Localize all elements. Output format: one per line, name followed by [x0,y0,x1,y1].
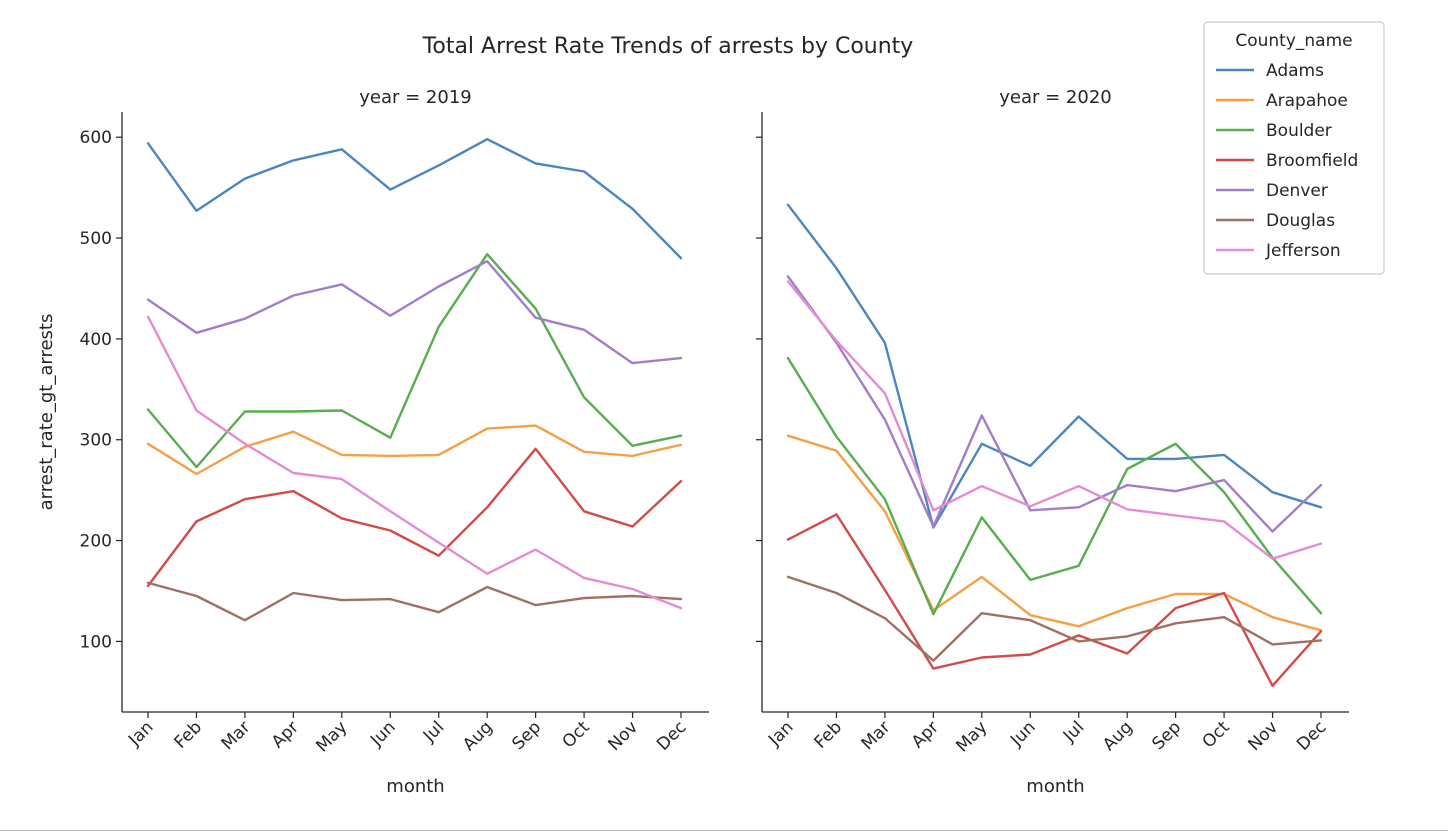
series-line-adams [786,203,1323,529]
chart-panels: year = 2019 100 200 300 400 500 600 Jan Feb Mar Ap… [36,87,1349,797]
series-line-douglas [146,581,683,622]
x-tick-label-feb: Feb [171,717,206,752]
panel-title: year = 2019 [359,87,472,108]
x-tick-label-dec: Dec [653,717,690,754]
y-tick-label: 200 [80,532,112,552]
legend-frame [1203,21,1385,275]
legend-label: Jefferson [1265,241,1341,261]
y-tick-label: 600 [80,128,112,148]
figure-bottom-border [0,830,1448,831]
x-tick-label-may: May [312,717,351,756]
series-line-denver [786,275,1323,533]
x-tick-label-dec: Dec [1293,717,1330,754]
legend-label: Arapahoe [1266,91,1348,111]
x-tick-label-oct: Oct [1199,717,1234,752]
series-line-broomfield [146,447,683,588]
panel-title: year = 2020 [999,87,1112,108]
legend-entry-jefferson: Jefferson [1216,241,1341,261]
legend: County_name Adams Arapahoe Boulder Broomfiel… [1203,21,1385,275]
x-tick-label-aug: Aug [459,717,497,755]
x-tick-label-mar: Mar [858,717,895,754]
x-axis-label: month [1026,776,1084,797]
y-tick-label: 100 [80,632,112,652]
series-line-douglas [786,575,1323,662]
x-axis-label: month [386,776,444,797]
x-tick-label-apr: Apr [268,717,303,752]
x-tick-label-mar: Mar [218,717,255,754]
x-tick-label-jun: Jun [366,717,400,751]
series-line-arapahoe [786,434,1323,632]
legend-entry-boulder: Boulder [1216,121,1332,141]
legend-entry-arapahoe: Arapahoe [1216,91,1348,111]
legend-entry-denver: Denver [1216,181,1328,201]
x-tick-label-apr: Apr [908,717,943,752]
figure-title: Total Arrest Rate Trends of arrests by C… [422,34,914,59]
x-tick-label-jul: Jul [1059,717,1088,746]
series-line-jefferson [146,315,683,610]
x-tick-label-jan: Jan [764,717,797,750]
legend-title: County_name [1235,31,1352,51]
series-line-adams [146,137,683,260]
series-line-boulder [146,252,683,469]
series-line-jefferson [786,280,1323,560]
legend-label: Denver [1266,181,1328,201]
legend-label: Broomfield [1266,151,1358,171]
x-tick-label-may: May [952,717,991,756]
series-line-arapahoe [146,424,683,476]
legend-label: Adams [1266,61,1324,81]
x-tick-label-jun: Jun [1006,717,1040,751]
y-tick-label: 300 [80,431,112,451]
x-tick-label-nov: Nov [1244,717,1282,755]
legend-entry-douglas: Douglas [1216,211,1335,231]
x-tick-label-aug: Aug [1099,717,1137,755]
x-tick-label-sep: Sep [1148,717,1185,754]
x-tick-label-nov: Nov [604,717,642,755]
y-tick-label: 500 [80,229,112,249]
legend-entry-broomfield: Broomfield [1216,151,1358,171]
legend-label: Douglas [1266,211,1335,231]
x-tick-label-feb: Feb [811,717,846,752]
legend-entry-adams: Adams [1216,61,1324,81]
y-tick-label: 400 [80,330,112,350]
x-tick-label-jan: Jan [124,717,157,750]
x-tick-label-jul: Jul [419,717,448,746]
panel-1: year = 2019 100 200 300 400 500 600 Jan Feb Mar Ap… [36,87,709,797]
x-tick-label-sep: Sep [508,717,545,754]
y-axis-label: arrest_rate_gt_arrests [36,314,57,511]
x-tick-label-oct: Oct [559,717,594,752]
series-line-broomfield [786,513,1323,687]
series-line-denver [146,260,683,365]
series-line-boulder [786,356,1323,616]
legend-label: Boulder [1266,121,1332,141]
